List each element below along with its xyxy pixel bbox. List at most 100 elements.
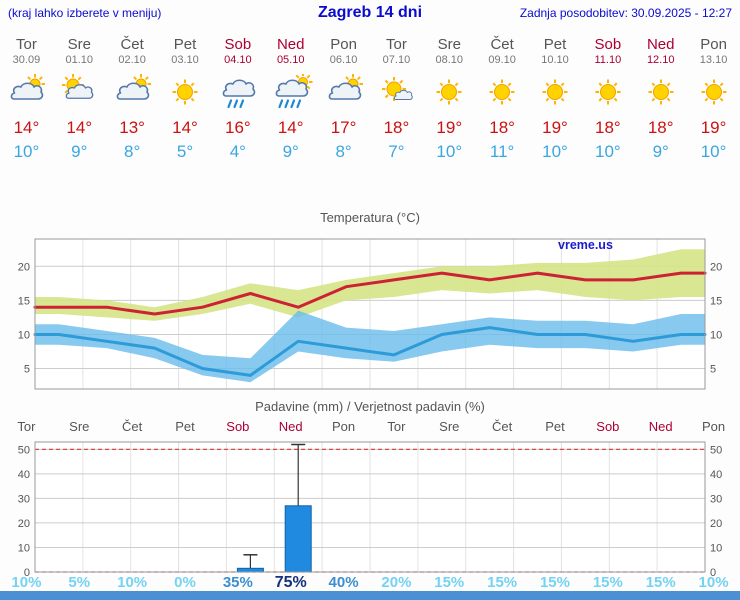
low-temp: 9° [282, 142, 299, 161]
svg-text:5: 5 [710, 364, 716, 376]
day-column: Tor 30.09 14° 10° [0, 36, 53, 162]
day-column: Pet 03.10 14° 5° [159, 36, 212, 162]
precip-day-label: Sre [69, 418, 90, 434]
high-temp: 17° [330, 118, 357, 137]
day-date: 30.09 [12, 54, 41, 66]
day-name: Ned [276, 36, 305, 53]
day-name: Sre [67, 36, 91, 53]
low-temp: 8° [124, 142, 141, 161]
mostly-sunny-icon [370, 74, 423, 112]
day-name: Sob [224, 36, 252, 53]
precip-day-label: Sob [596, 418, 620, 434]
day-column: Čet 09.10 18° 11° [476, 36, 529, 162]
high-temp: 18° [489, 118, 515, 137]
day-column: Ned 12.10 18° 9° [634, 36, 687, 162]
sunny-icon [159, 74, 212, 112]
svg-text:10: 10 [18, 330, 30, 342]
low-temp: 4° [229, 142, 246, 161]
precip-day-labels: Tor Sre Čet Pet Sob Ned Pon Tor Sre Čet Pet Sob Ned P… [0, 416, 740, 436]
precip-probability: 40% [328, 574, 359, 591]
page-title: Zagreb 14 dni [317, 4, 423, 21]
low-temp: 7° [388, 142, 405, 161]
svg-text:15: 15 [710, 295, 722, 307]
precip-probability: 5% [68, 574, 91, 591]
day-date: 05.10 [276, 54, 305, 66]
header: (kraj lahko izberete v meniju) Zagreb 14… [0, 0, 740, 30]
high-temp: 18° [594, 118, 621, 137]
day-date: 10.10 [541, 54, 569, 66]
svg-text:20: 20 [18, 518, 30, 530]
precip-probability: 35% [222, 574, 253, 591]
day-name: Pon [700, 36, 727, 53]
precipitation-chart-title: Padavine (mm) / Verjetnost padavin (%) [255, 399, 485, 414]
day-date: 13.10 [699, 54, 728, 66]
last-update: Zadnja posodobitev: 30.09.2025 - 12:27 [519, 6, 732, 20]
svg-text:15: 15 [18, 295, 30, 307]
svg-text:50: 50 [710, 444, 722, 456]
precip-day-label: Čet [122, 418, 143, 434]
day-column: Sob 11.10 18° 10° [581, 36, 634, 162]
low-temp: 10° [542, 142, 568, 161]
day-name: Ned [646, 36, 675, 53]
precip-probability: 15% [434, 574, 465, 591]
high-temp: 13° [119, 118, 145, 137]
precip-probability-row: 10% 5% 10% 0% 35% 75% 40% 20% 15% 15% 15% 15% 15% 10% [0, 574, 740, 592]
footer-bar [0, 591, 740, 600]
mostly-cloudy-icon [106, 74, 159, 112]
precip-probability: 15% [592, 574, 623, 591]
precip-probability: 10% [117, 574, 148, 591]
forecast-strip: Tor 30.09 14° 10° Sre 01.10 14° 9° Čet 02.10 13° 8°… [0, 36, 740, 162]
precip-probability: 15% [645, 574, 676, 591]
day-column: Sre 01.10 14° 9° [53, 36, 106, 162]
precip-probability: 10% [11, 574, 42, 591]
high-temp: 19° [542, 118, 568, 137]
day-name: Čet [490, 36, 514, 53]
day-date: 06.10 [329, 54, 358, 66]
day-column: Pon 13.10 19° 10° [687, 36, 740, 162]
precipitation-chart-wrap: 0 0 10 10 20 20 30 30 40 40 50 50 [0, 436, 740, 579]
svg-text:20: 20 [710, 261, 722, 273]
high-temp: 18° [647, 118, 674, 137]
svg-text:5: 5 [24, 364, 30, 376]
sunny-icon [687, 74, 740, 112]
day-date: 07.10 [382, 54, 411, 66]
day-name: Tor [16, 36, 37, 53]
low-temp: 11° [489, 142, 515, 161]
precip-day-label: Sre [439, 418, 460, 434]
low-temp: 9° [652, 142, 669, 161]
precip-day-label: Ned [648, 418, 673, 434]
watermark: vreme.us [558, 238, 613, 252]
precip-probability: 20% [381, 574, 412, 591]
precip-day-label: Sob [226, 418, 250, 434]
sunny-icon [476, 74, 529, 112]
svg-text:0: 0 [710, 567, 716, 578]
svg-text:0: 0 [24, 567, 30, 578]
precip-day-label: Tor [387, 418, 406, 434]
low-temp: 10° [13, 142, 40, 161]
precip-day-label: Pet [545, 418, 565, 434]
precip-probability: 75% [274, 574, 307, 591]
day-column: Pet 10.10 19° 10° [529, 36, 582, 162]
svg-text:20: 20 [18, 261, 30, 273]
day-column: Sre 08.10 19° 10° [423, 36, 476, 162]
heavy-rain-icon [264, 72, 317, 112]
precip-day-label: Pet [175, 418, 195, 434]
svg-text:40: 40 [710, 469, 722, 481]
high-temp: 19° [436, 118, 463, 137]
day-date: 04.10 [224, 54, 252, 66]
menu-hint: (kraj lahko izberete v meniju) [8, 6, 162, 20]
precip-day-label: Pon [702, 418, 726, 434]
temperature-chart-title: Temperatura (°C) [320, 210, 420, 225]
mostly-cloudy-icon [0, 74, 53, 112]
precip-day-label: Tor [17, 418, 36, 434]
svg-text:50: 50 [18, 444, 30, 456]
low-temp: 8° [335, 142, 352, 161]
precip-probability: 15% [487, 574, 518, 591]
high-temp: 14° [66, 118, 93, 137]
day-name: Pet [543, 36, 567, 53]
day-name: Sre [437, 36, 461, 53]
high-temp: 19° [700, 118, 727, 137]
day-date: 09.10 [488, 54, 516, 66]
day-date: 12.10 [646, 54, 675, 66]
day-date: 11.10 [594, 54, 622, 66]
